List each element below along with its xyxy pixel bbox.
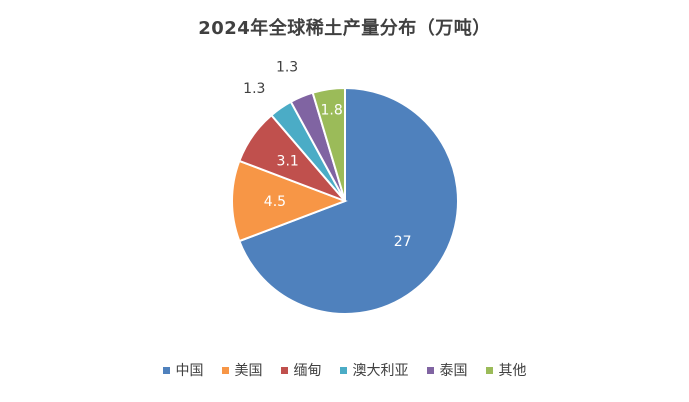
legend-swatch (221, 366, 229, 374)
data-label-1: 27 (394, 234, 412, 250)
legend-label: 美国 (234, 363, 263, 379)
data-label-5: 1.3 (276, 59, 298, 75)
legend-item-3: 缅甸 (280, 360, 322, 380)
legend-item-1: 中国 (162, 360, 204, 380)
legend-swatch (339, 366, 347, 374)
legend-item-5: 泰国 (426, 360, 468, 380)
pie-slice-6 (311, 86, 346, 202)
legend-item-6: 其他 (485, 360, 527, 380)
pie-data-labels: 27 4.5 3.1 1.3 1.3 1.8 (243, 59, 411, 249)
legend-label: 其他 (498, 363, 527, 379)
data-label-3: 3.1 (277, 154, 299, 170)
legend-swatch (280, 366, 288, 374)
pie-slice-1 (238, 86, 459, 315)
data-label-6: 1.8 (320, 102, 342, 118)
pie-slices (231, 86, 459, 315)
legend-swatch (485, 366, 493, 374)
legend-item-4: 澳大利亚 (339, 360, 409, 380)
legend-swatch (162, 366, 170, 374)
data-label-2: 4.5 (264, 194, 286, 210)
pie-slice-2 (231, 159, 348, 243)
chart-title: 2024年全球稀土产量分布（万吨） (198, 18, 491, 39)
legend-label: 泰国 (439, 363, 468, 379)
legend-item-2: 美国 (221, 360, 263, 380)
chart-legend: 中国 美国 缅甸 澳大利亚 泰国 其他 (0, 360, 689, 380)
legend-label: 澳大利亚 (352, 363, 409, 379)
legend-label: 中国 (175, 363, 204, 379)
data-label-4: 1.3 (243, 81, 265, 97)
legend-swatch (426, 366, 434, 374)
legend-label: 缅甸 (293, 363, 322, 379)
